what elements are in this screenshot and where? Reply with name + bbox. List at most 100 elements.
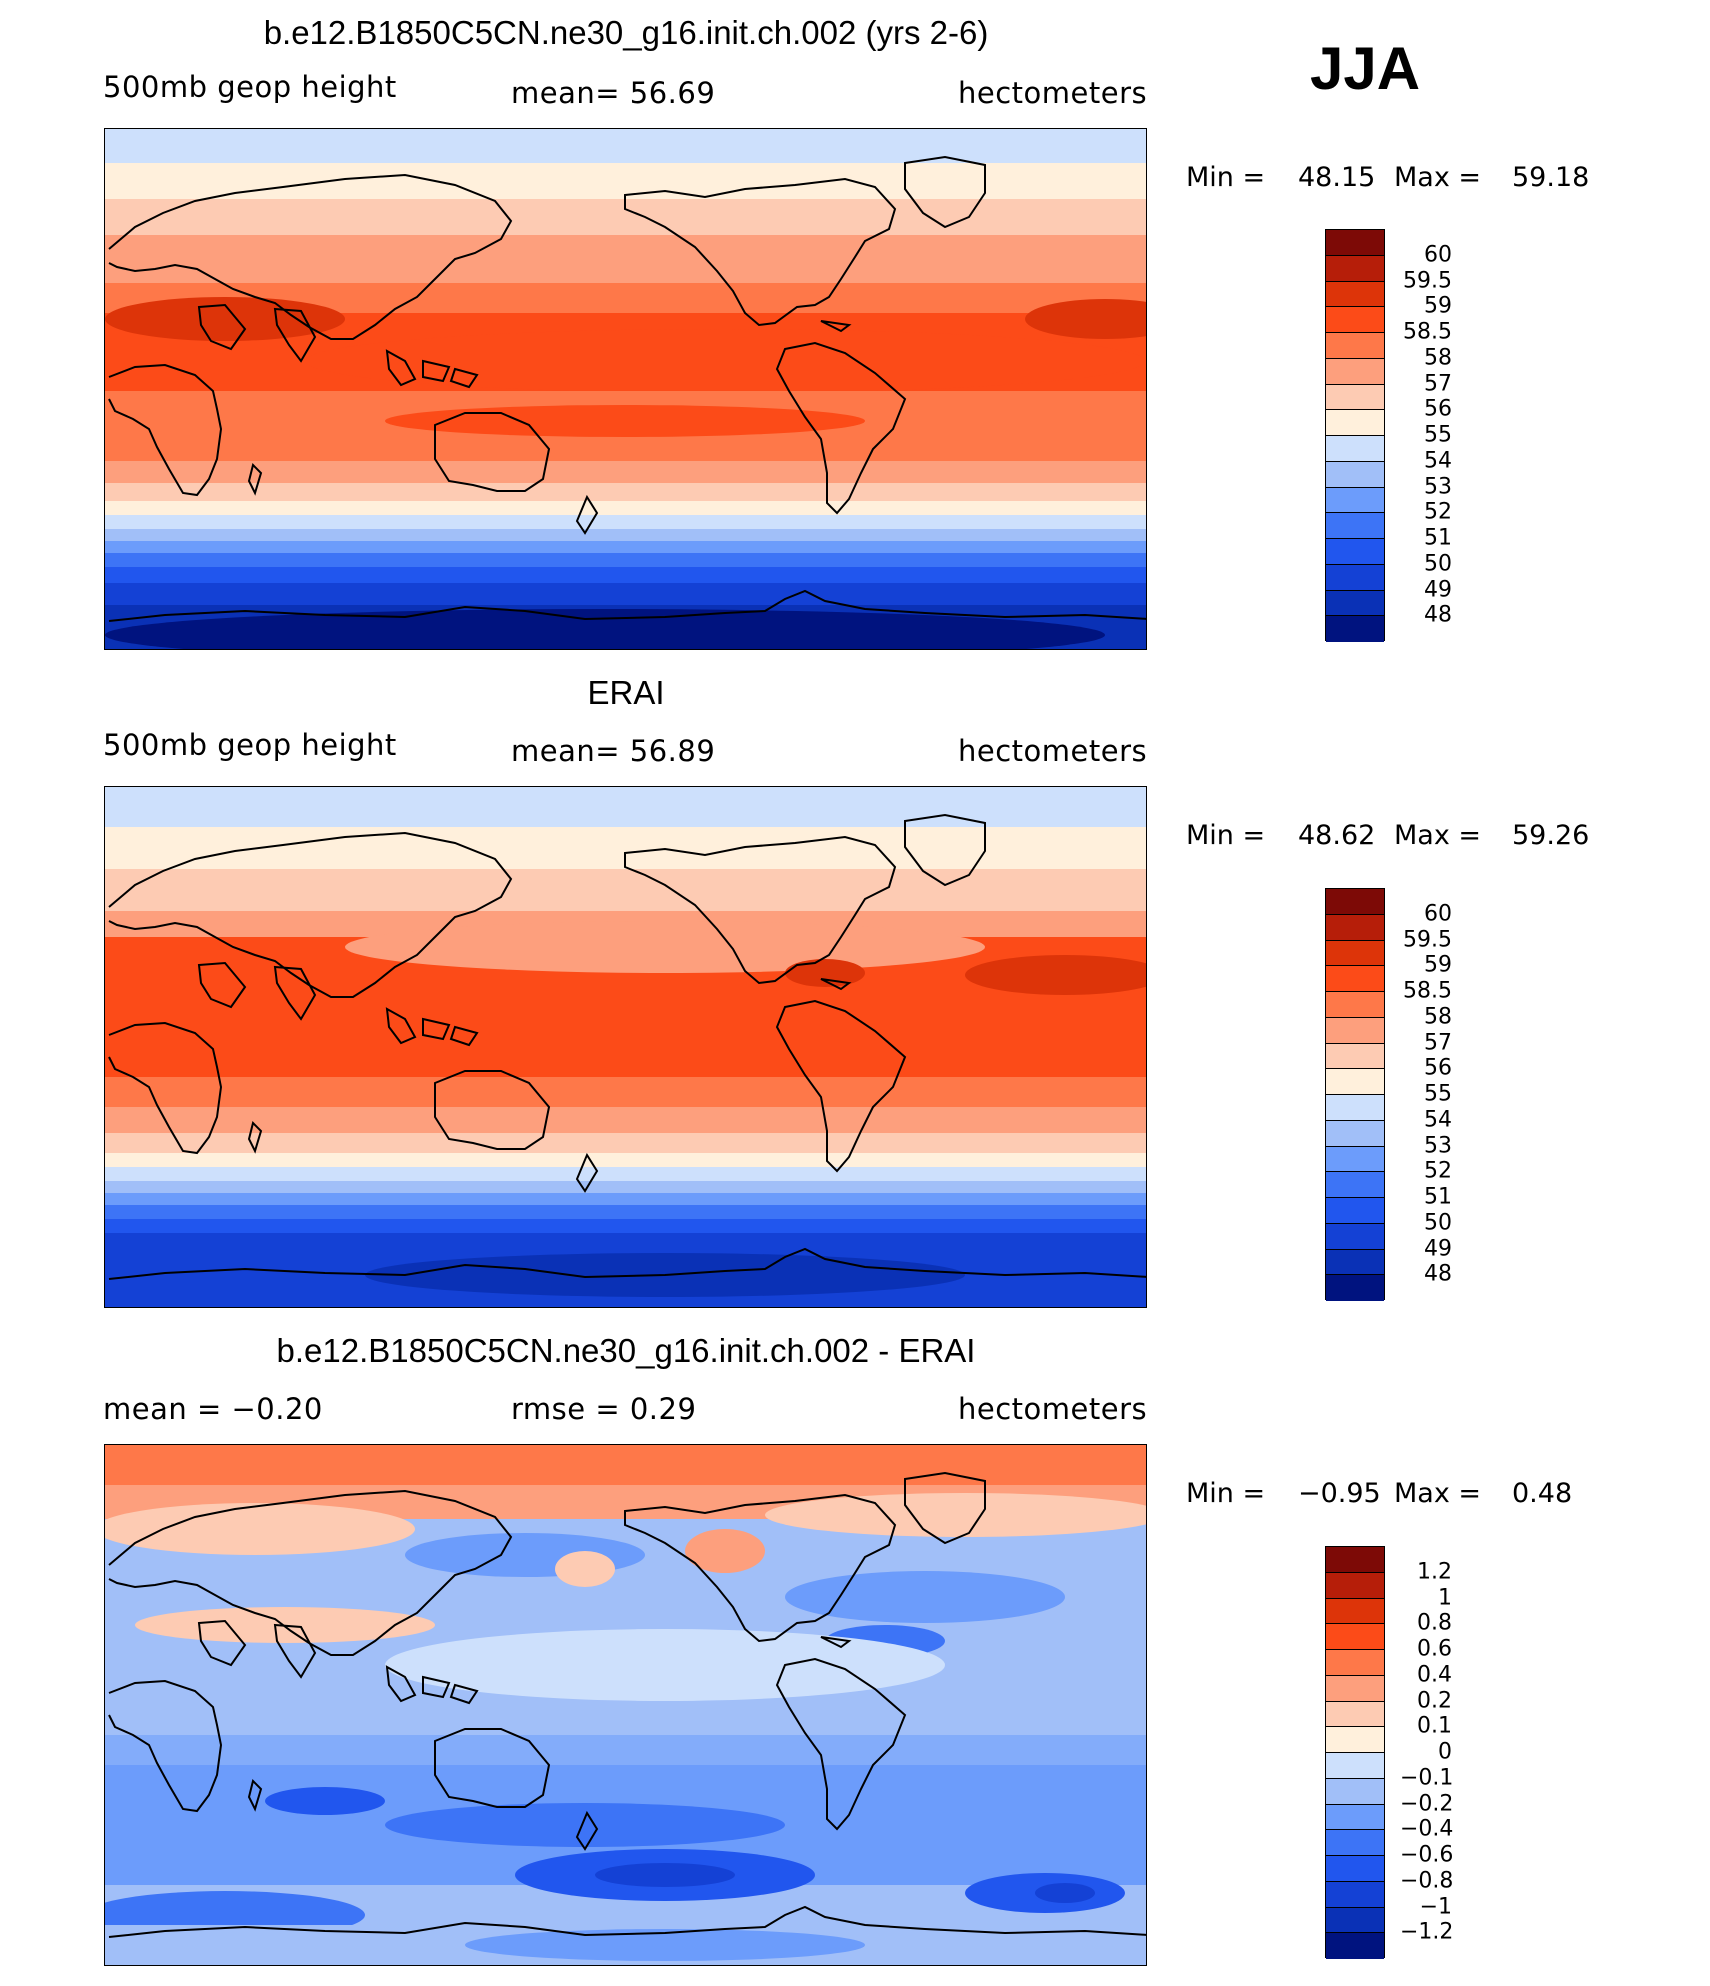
obs-colorbar-tick-label: 59 (1424, 952, 1452, 978)
obs-colorbar-tick-label: 59.5 (1403, 927, 1452, 952)
panel-mean-label: mean= 56.69 (511, 76, 716, 110)
obs-colorbar-swatch (1326, 914, 1384, 941)
obs-colorbar-swatch (1326, 889, 1384, 915)
diff-colorbar-swatch (1326, 1572, 1384, 1599)
model-colorbar-tick-label: 60 (1424, 242, 1452, 268)
panel-title-obs: ERAI (587, 674, 665, 711)
obs-colorbar-swatch (1326, 1198, 1384, 1224)
model-colorbar-tick-label: 55 (1424, 422, 1452, 448)
panel-units-label: hectometers (958, 1392, 1148, 1426)
panel-title-model: b.e12.B1850C5CN.ne30_g16.init.ch.002 (yr… (263, 14, 989, 51)
season-label: JJA (1310, 35, 1421, 102)
model-colorbar-tick-label: 54 (1424, 448, 1452, 474)
model-colorbar-swatch (1326, 255, 1384, 282)
obs-colorbar-tick-label: 58 (1424, 1004, 1452, 1030)
diff-colorbar-tick-label: −0.4 (1400, 1816, 1454, 1842)
obs-colorbar (1325, 888, 1385, 1301)
model-colorbar-swatch (1326, 539, 1384, 565)
diff-colorbar-tick-label: −1.2 (1400, 1919, 1454, 1945)
panel-mean-label: mean= 56.89 (511, 734, 716, 768)
diff-colorbar-tick-label: 0.6 (1417, 1636, 1452, 1662)
model-colorbar-swatch (1326, 487, 1384, 514)
diff-colorbar-swatch (1326, 1598, 1384, 1625)
diff-colorbar-swatch (1326, 1804, 1384, 1831)
panel-title-diff: b.e12.B1850C5CN.ne30_g16.init.ch.002 - E… (276, 1332, 976, 1369)
obs-colorbar-swatch (1326, 1249, 1384, 1276)
model-colorbar-swatch (1326, 384, 1384, 411)
model-colorbar-tick-label: 53 (1424, 474, 1452, 499)
diff-max-label: Max = (1394, 1478, 1482, 1509)
diff-colorbar-tick-label: 0.8 (1417, 1610, 1452, 1636)
model-colorbar-tick-label: 52 (1424, 499, 1452, 525)
diff-colorbar-tick-label: −0.1 (1400, 1765, 1454, 1791)
diff-colorbar-swatch (1326, 1675, 1384, 1702)
obs-map (104, 786, 1147, 1308)
obs-colorbar-tick-label: 58.5 (1403, 978, 1452, 1004)
obs-colorbar-swatch (1326, 1095, 1384, 1121)
model-colorbar-swatch (1326, 358, 1384, 385)
obs-colorbar-tick-label: 49 (1424, 1236, 1452, 1261)
model-colorbar-tick-label: 57 (1424, 371, 1452, 396)
diff-mean-label: mean = −0.20 (103, 1392, 323, 1426)
model-map (104, 128, 1147, 650)
diff-colorbar-swatch (1326, 1753, 1384, 1779)
obs-colorbar-tick-label: 57 (1424, 1030, 1452, 1055)
diff-colorbar-tick-label: −0.8 (1400, 1868, 1454, 1894)
panel-units-label: hectometers (958, 76, 1148, 110)
obs-colorbar-swatch (1326, 1172, 1384, 1198)
obs-colorbar-swatch (1326, 966, 1384, 992)
model-colorbar-tick-label: 58 (1424, 345, 1452, 371)
model-colorbar-swatch (1326, 281, 1384, 308)
model-colorbar-tick-label: 58.5 (1403, 319, 1452, 345)
obs-min-label: Min = (1186, 820, 1266, 851)
diff-colorbar (1325, 1546, 1385, 1959)
diff-colorbar-tick-label: −1 (1419, 1894, 1452, 1919)
obs-colorbar-swatch (1326, 1120, 1384, 1147)
obs-colorbar-tick-label: 60 (1424, 901, 1452, 927)
obs-colorbar-tick-label: 55 (1424, 1081, 1452, 1107)
diff-min-value: −0.95 (1298, 1478, 1381, 1509)
model-colorbar-swatch (1326, 616, 1384, 642)
diff-colorbar-swatch (1326, 1778, 1384, 1805)
diff-max-value: 0.48 (1512, 1478, 1573, 1509)
obs-colorbar-tick-label: 51 (1424, 1184, 1452, 1210)
obs-min-value: 48.62 (1298, 820, 1376, 851)
model-colorbar-swatch (1326, 513, 1384, 539)
diff-colorbar-swatch (1326, 1830, 1384, 1856)
model-colorbar-tick-label: 48 (1424, 602, 1452, 628)
obs-colorbar-tick-label: 52 (1424, 1158, 1452, 1184)
model-max-value: 59.18 (1512, 162, 1590, 193)
diff-rmse-label: rmse = 0.29 (511, 1392, 697, 1426)
diff-colorbar-swatch (1326, 1701, 1384, 1728)
diff-colorbar-swatch (1326, 1881, 1384, 1908)
obs-colorbar-swatch (1326, 992, 1384, 1018)
diff-colorbar-swatch (1326, 1547, 1384, 1573)
panel-variable-label: 500mb geop height (103, 70, 397, 104)
model-max-label: Max = (1394, 162, 1482, 193)
diff-colorbar-tick-label: 0.1 (1417, 1713, 1452, 1739)
model-colorbar-tick-label: 50 (1424, 551, 1452, 577)
diff-colorbar-tick-label: −0.6 (1400, 1842, 1454, 1868)
model-colorbar-tick-label: 49 (1424, 577, 1452, 602)
model-colorbar-swatch (1326, 461, 1384, 488)
diff-colorbar-swatch (1326, 1624, 1384, 1650)
model-colorbar-tick-label: 59.5 (1403, 268, 1452, 293)
panel-units-label: hectometers (958, 734, 1148, 768)
model-colorbar-swatch (1326, 590, 1384, 617)
diff-colorbar-swatch (1326, 1727, 1384, 1753)
model-colorbar-swatch (1326, 410, 1384, 436)
model-colorbar-swatch (1326, 333, 1384, 359)
obs-colorbar-tick-label: 54 (1424, 1107, 1452, 1133)
model-colorbar (1325, 229, 1385, 642)
panel-variable-label: 500mb geop height (103, 728, 397, 762)
difference-map (104, 1444, 1147, 1966)
model-colorbar-swatch (1326, 307, 1384, 333)
obs-colorbar-swatch (1326, 1275, 1384, 1301)
diff-colorbar-swatch (1326, 1650, 1384, 1676)
diff-colorbar-tick-label: 0.2 (1417, 1688, 1452, 1713)
diff-colorbar-tick-label: −0.2 (1400, 1791, 1454, 1816)
diff-colorbar-tick-label: 1 (1438, 1585, 1452, 1610)
obs-colorbar-tick-label: 53 (1424, 1133, 1452, 1158)
obs-colorbar-swatch (1326, 940, 1384, 967)
obs-colorbar-tick-label: 48 (1424, 1261, 1452, 1287)
